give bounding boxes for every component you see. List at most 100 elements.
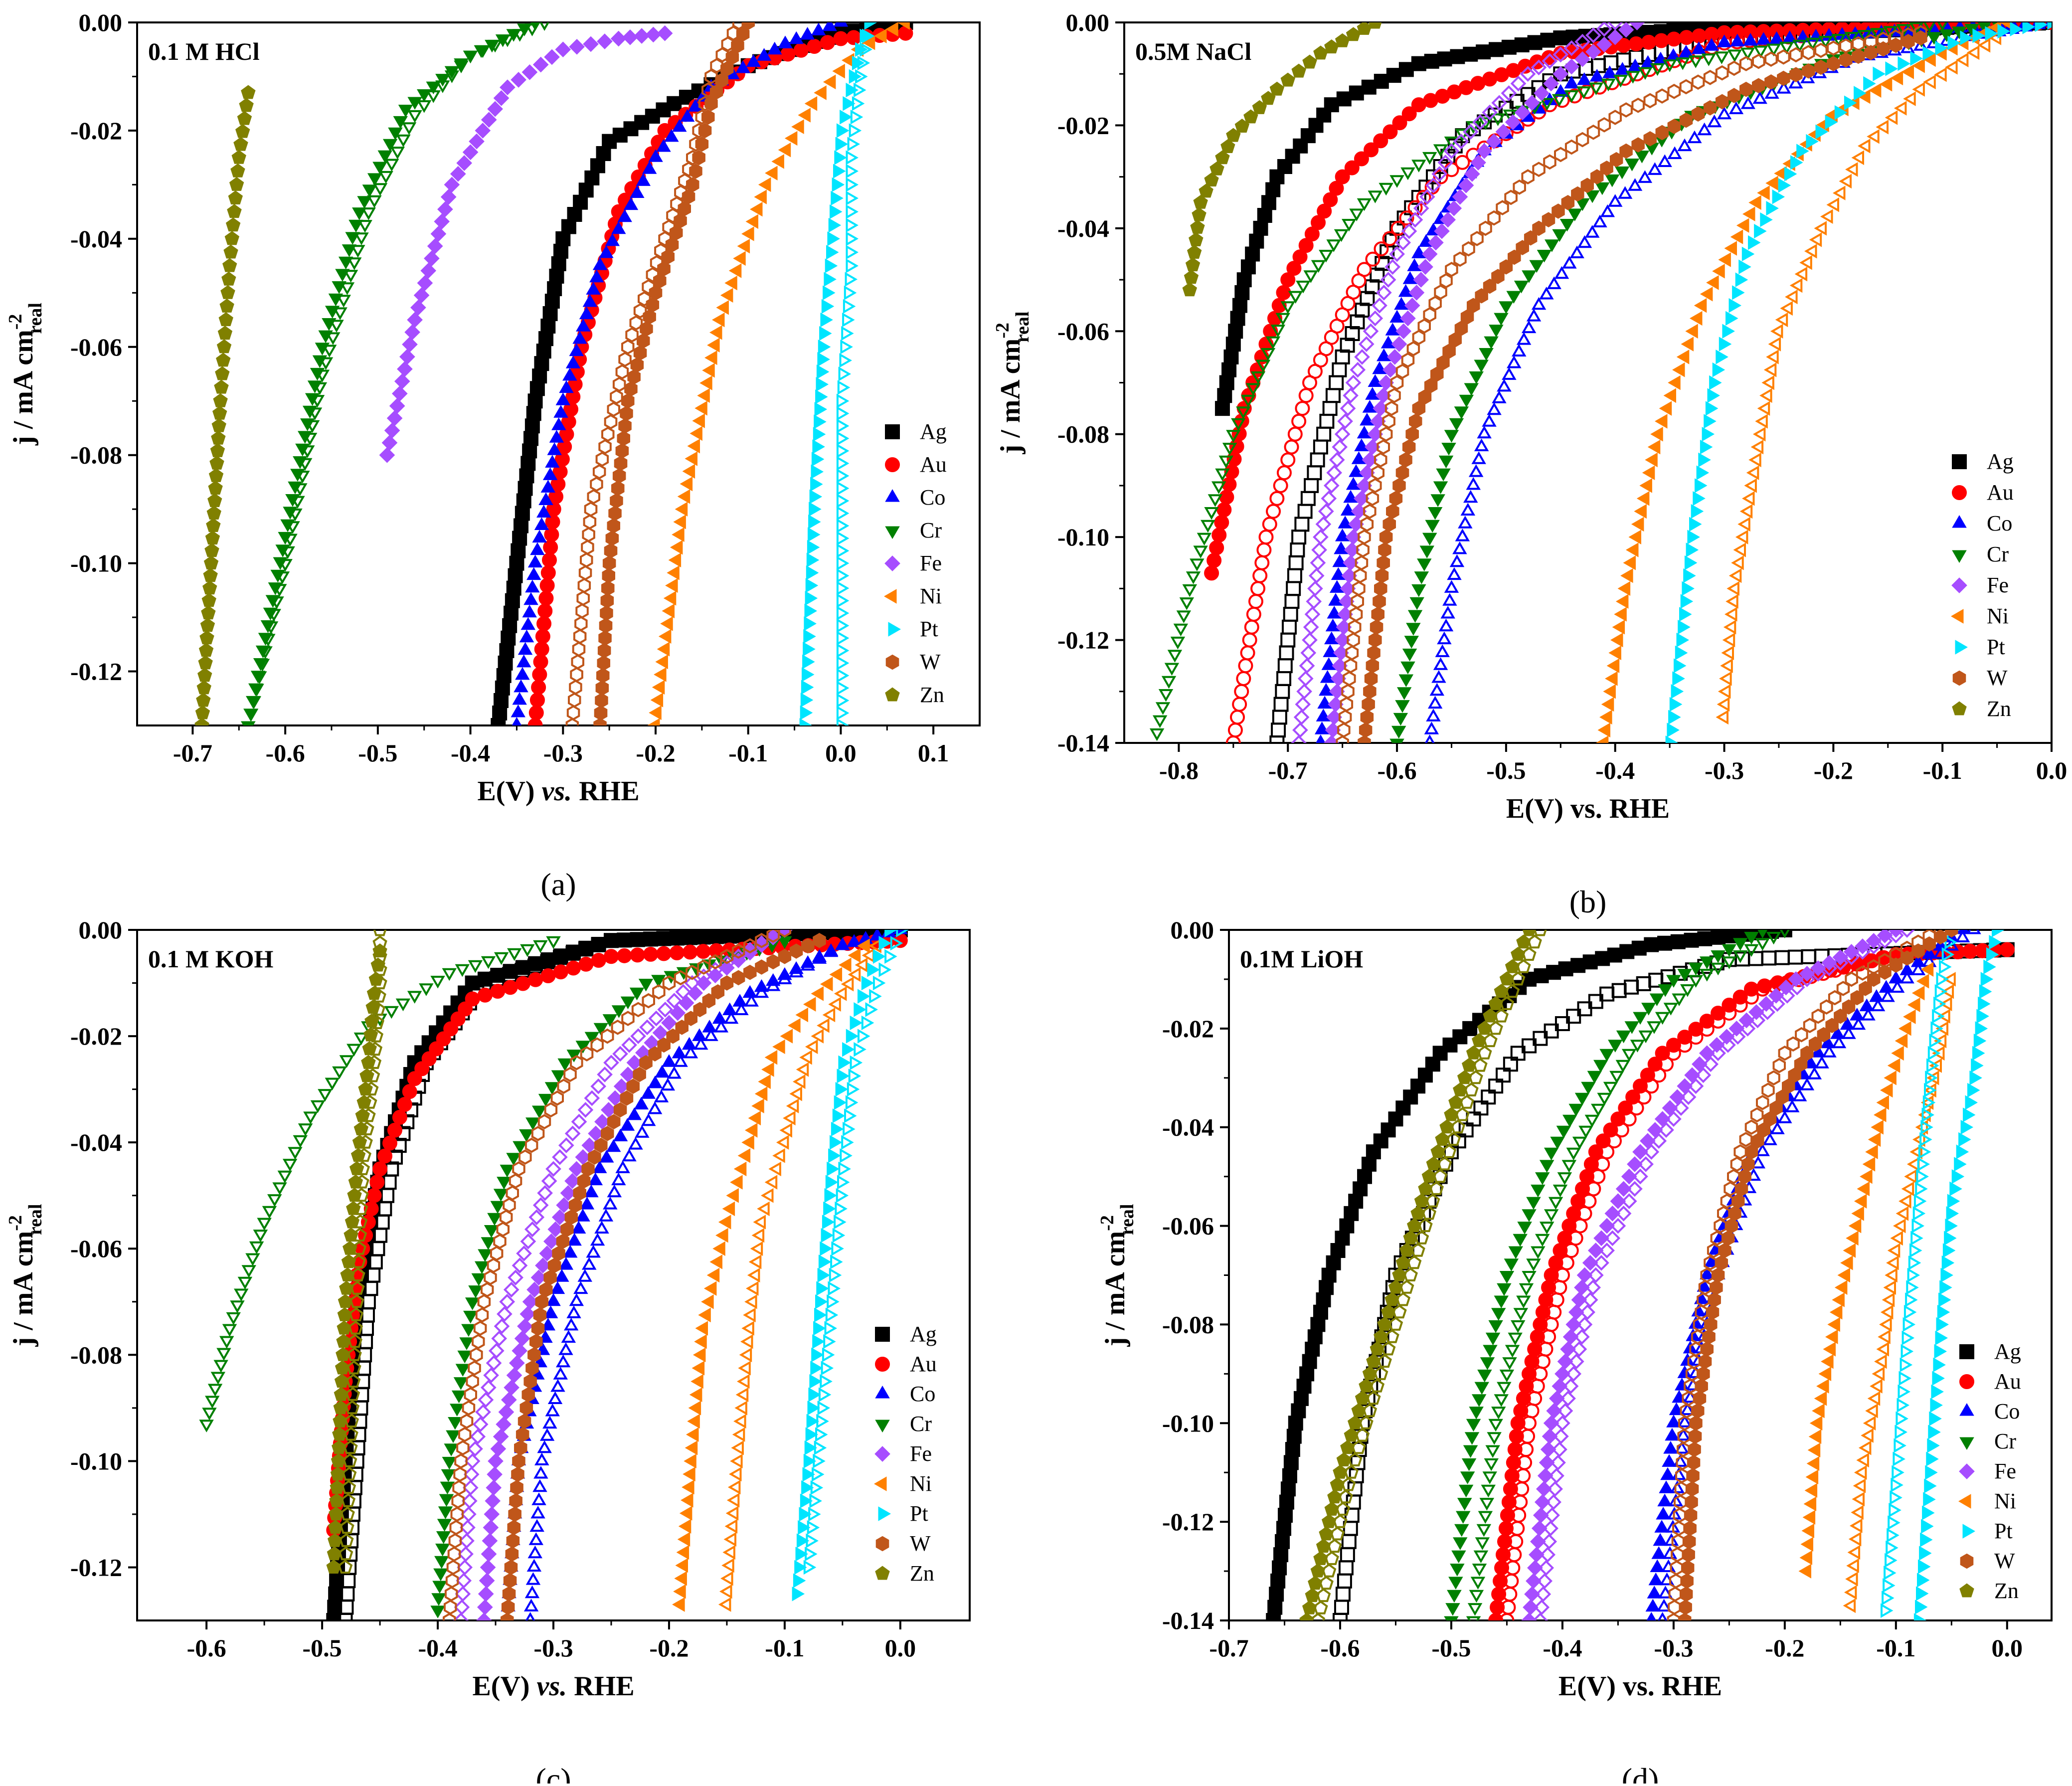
data-point-co [1576,72,1592,85]
data-point-cr [1454,406,1469,419]
data-point-cr [459,1337,474,1350]
data-point-ni [674,1571,687,1586]
data-point-au [532,667,547,682]
data-point-cr [237,1276,253,1290]
legend-marker-au [885,457,900,472]
data-point-au [643,946,659,962]
data-point-pt [1997,23,2010,39]
data-point-cr [1393,713,1408,726]
data-point-cr [354,232,369,245]
data-point-ni [803,997,816,1012]
data-point-pt [793,1573,806,1588]
data-point-pt [831,1241,844,1256]
data-point-fe [479,1573,495,1589]
data-point-pt [800,693,814,708]
data-point-ni [1718,252,1731,267]
data-point-w [1405,426,1419,442]
data-point-pt [1934,1344,1947,1359]
data-point-co [1324,631,1339,645]
data-point-zn [1464,1082,1479,1096]
data-point-ni [822,1007,836,1023]
series-zn [1299,930,1547,1620]
data-point-cr [339,1055,354,1068]
data-point-ag [656,102,671,118]
data-point-pt [1919,1546,1932,1561]
data-point-zn [197,668,212,682]
data-point-fe [1582,1254,1598,1271]
data-point-fe [1358,336,1375,352]
data-point-fe [1458,177,1474,193]
data-point-cr [1409,597,1424,610]
data-point-ni [1757,401,1770,416]
data-point-fe [569,38,585,55]
data-point-co [592,1160,607,1173]
data-point-zn [371,988,386,1003]
data-point-cr [298,1123,313,1136]
data-point-au [1298,238,1314,253]
data-point-ni [1854,1465,1867,1480]
data-point-cr [1260,348,1276,361]
data-point-co [1755,1143,1770,1156]
data-point-au [1221,477,1237,492]
data-point-w [1353,568,1367,583]
data-point-cr [377,150,393,164]
data-point-cr [1447,1590,1462,1603]
data-point-fe [526,1281,542,1298]
data-point-pt [811,464,824,479]
data-point-ag [1287,568,1302,583]
legend-marker-ni [874,1476,887,1491]
data-point-ni [716,300,729,315]
data-point-w [592,464,606,480]
data-point-cr [1479,1498,1495,1511]
data-point-cr [1488,1419,1503,1432]
data-point-fe [402,336,418,353]
data-point-ni [720,288,733,303]
data-point-w [1382,413,1395,429]
data-point-cr [1489,325,1504,338]
data-point-co [1447,567,1462,580]
data-point-pt [1922,1095,1936,1110]
x-tick-label: -0.6 [1320,1634,1360,1662]
data-point-ni [1628,530,1641,544]
data-point-pt [1691,504,1704,519]
data-point-fe [1540,1547,1556,1563]
data-point-ni [737,1148,751,1163]
x-tick-label: -0.3 [543,739,583,767]
data-point-w [506,1185,519,1201]
data-point-w [736,26,750,42]
data-point-pt [849,123,862,138]
data-point-fe [555,41,571,58]
data-point-fe [1407,211,1423,228]
data-point-au [669,945,685,961]
series-pt [792,930,909,1602]
data-point-au [1204,565,1219,581]
data-point-fe [1562,1378,1579,1394]
data-point-co [589,269,604,283]
legend-marker-fe [1959,1463,1975,1479]
legend-label-ag: Ag [1994,1339,2021,1364]
data-point-co [543,1305,558,1318]
data-point-cr [1494,1295,1509,1309]
data-point-ni [694,1334,707,1349]
data-point-au [1679,30,1694,45]
data-point-au [1273,478,1288,493]
data-point-au [1280,452,1296,468]
data-point-ag [555,231,571,246]
data-point-au [780,46,796,62]
data-point-fe [493,1429,509,1445]
data-point-co [586,1245,601,1258]
data-point-co [1607,194,1623,207]
data-point-zn [196,680,211,695]
data-point-w [1751,1133,1764,1149]
data-point-fe [1571,1341,1587,1357]
data-point-au [543,539,558,555]
data-point-w [525,1360,539,1376]
data-point-co [823,944,839,957]
data-point-ag [695,930,711,945]
data-point-cr [1608,1040,1623,1053]
data-point-co [1750,1155,1766,1169]
data-point-pt [1965,1095,1978,1110]
data-point-pt [836,631,850,646]
data-point-fe [626,1055,643,1071]
